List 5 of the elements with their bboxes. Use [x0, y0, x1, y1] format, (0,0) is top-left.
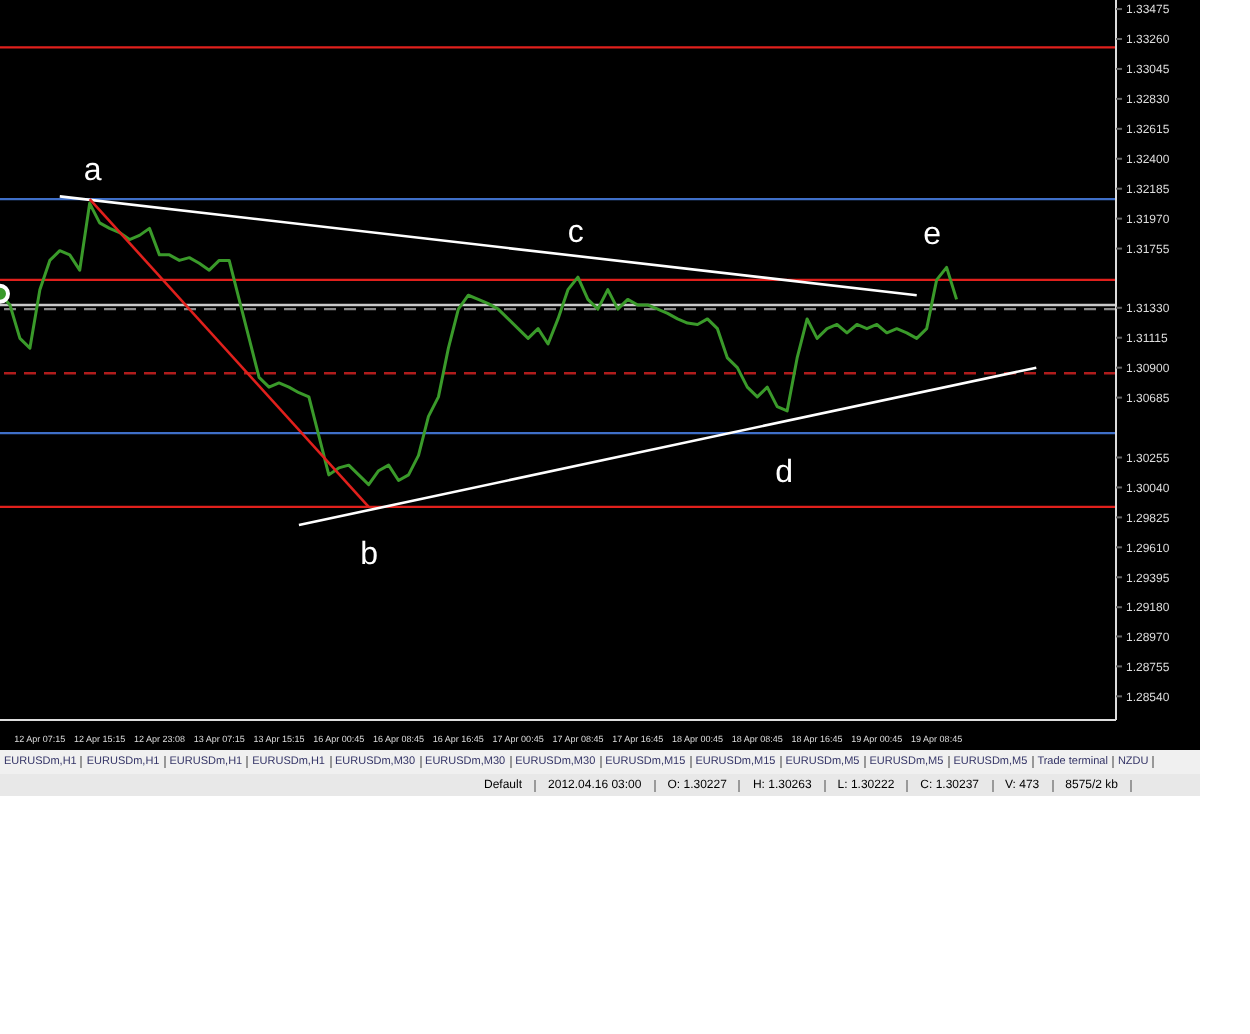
annotation: d	[775, 456, 793, 491]
annotation: a	[83, 153, 102, 188]
annotation: c	[567, 215, 584, 250]
annotation: e	[923, 217, 942, 252]
annotation: b	[360, 538, 379, 573]
